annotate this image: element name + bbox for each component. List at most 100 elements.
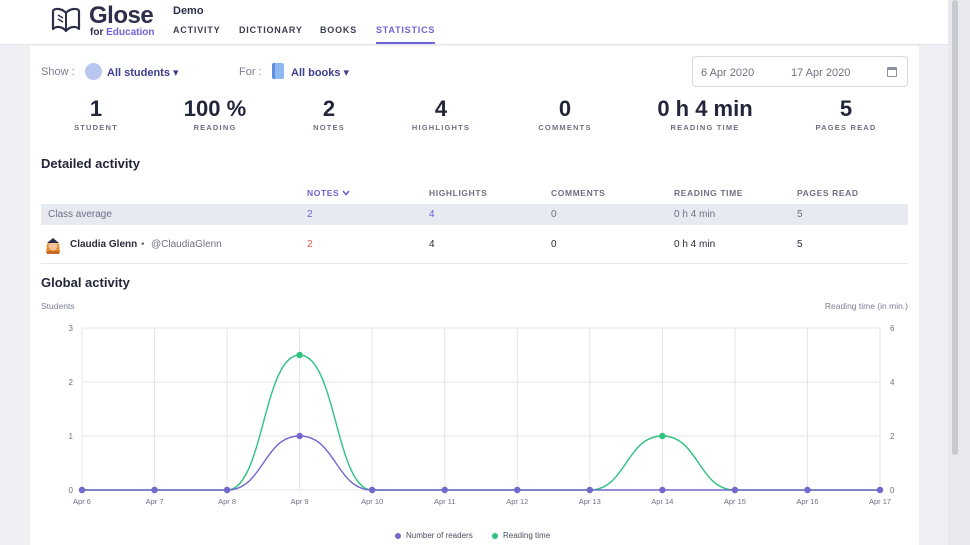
x-tick-label: Apr 9 bbox=[291, 497, 309, 506]
data-point-reading-time bbox=[659, 432, 666, 440]
x-tick-label: Apr 10 bbox=[361, 497, 383, 506]
legend-readers-label: Number of readers bbox=[406, 531, 473, 540]
books-filter-dropdown[interactable]: All books ▾ bbox=[291, 67, 350, 79]
data-point-readers bbox=[514, 486, 521, 494]
date-start[interactable]: 6 Apr 2020 bbox=[701, 67, 755, 79]
left-axis-label: Students bbox=[41, 301, 75, 311]
stat-highlights: 4 HIGHLIGHTS bbox=[381, 96, 501, 132]
y-tick-left: 1 bbox=[69, 432, 74, 441]
data-point-readers bbox=[731, 486, 739, 494]
date-end[interactable]: 17 Apr 2020 bbox=[791, 67, 851, 79]
top-header: Glose for Education Demo ACTIVITY DICTIO… bbox=[0, 0, 948, 45]
students-filter-dropdown[interactable]: All students ▾ bbox=[107, 67, 179, 79]
tab-statistics[interactable]: STATISTICS bbox=[376, 25, 436, 44]
x-tick-label: Apr 16 bbox=[796, 497, 818, 506]
data-point-readers bbox=[151, 486, 158, 494]
stat-value: 1 bbox=[89, 96, 103, 121]
class-average-row bbox=[41, 204, 908, 225]
data-point-readers bbox=[78, 486, 86, 494]
student-name[interactable]: Claudia Glenn bbox=[70, 239, 138, 250]
data-point-readers bbox=[368, 486, 376, 494]
data-point-readers bbox=[296, 432, 303, 440]
stat-value: 5 bbox=[839, 96, 853, 121]
student-avatar[interactable] bbox=[44, 235, 62, 255]
y-tick-right: 0 bbox=[890, 486, 895, 495]
x-tick-label: Apr 14 bbox=[651, 497, 673, 506]
class-name[interactable]: Demo bbox=[173, 5, 204, 17]
column-notes-header[interactable]: NOTES bbox=[307, 188, 350, 198]
stat-value: 4 bbox=[434, 96, 448, 121]
x-tick-label: Apr 13 bbox=[579, 497, 601, 506]
tab-books[interactable]: BOOKS bbox=[320, 25, 358, 35]
legend-reading-time[interactable]: Reading time bbox=[492, 531, 550, 540]
x-tick-label: Apr 7 bbox=[146, 497, 164, 506]
stat-pages-read: 5 PAGES READ bbox=[786, 96, 906, 132]
y-tick-left: 0 bbox=[69, 486, 74, 495]
legend-readers[interactable]: Number of readers bbox=[395, 531, 473, 540]
book-heart-icon bbox=[51, 7, 81, 33]
stat-value: 2 bbox=[322, 96, 336, 121]
show-label: Show : bbox=[41, 66, 75, 78]
class-average-label: Class average bbox=[48, 209, 112, 220]
chevron-down-icon bbox=[342, 190, 350, 196]
logo-title: Glose bbox=[89, 2, 154, 29]
x-tick-label: Apr 15 bbox=[724, 497, 746, 506]
date-range-picker[interactable]: 6 Apr 2020 17 Apr 2020 bbox=[692, 56, 908, 87]
student-notes[interactable]: 2 bbox=[307, 239, 313, 250]
stat-label: STUDENT bbox=[74, 123, 118, 132]
data-point-readers bbox=[441, 486, 448, 494]
series-line-reading-time bbox=[82, 354, 880, 491]
student-separator: • bbox=[141, 239, 145, 250]
student-reading-time: 0 h 4 min bbox=[674, 239, 716, 250]
stat-students: 1 STUDENT bbox=[36, 96, 156, 132]
column-highlights-header[interactable]: HIGHLIGHTS bbox=[429, 188, 488, 198]
x-tick-label: Apr 12 bbox=[506, 497, 528, 506]
logo-for: for bbox=[90, 27, 104, 38]
data-point-readers bbox=[586, 486, 594, 494]
stat-value: 0 h 4 min bbox=[657, 96, 753, 121]
global-activity-title: Global activity bbox=[41, 275, 130, 290]
column-notes-label: NOTES bbox=[307, 188, 340, 198]
data-point-readers bbox=[876, 486, 884, 494]
stat-comments: 0 COMMENTS bbox=[505, 96, 625, 132]
detailed-activity-title: Detailed activity bbox=[41, 156, 140, 171]
stat-label: READING bbox=[193, 123, 237, 132]
tab-dictionary[interactable]: DICTIONARY bbox=[239, 25, 303, 35]
student-pages: 5 bbox=[797, 239, 803, 250]
class-average-comments: 0 bbox=[551, 209, 557, 220]
y-tick-right: 6 bbox=[890, 324, 895, 333]
data-point-readers bbox=[804, 486, 811, 494]
statistics-card: Show : All students ▾ For : All books ▾ … bbox=[30, 46, 919, 545]
student-highlights: 4 bbox=[429, 239, 435, 250]
stat-label: NOTES bbox=[313, 123, 345, 132]
scrollbar-thumb[interactable] bbox=[952, 0, 958, 455]
data-point-readers bbox=[223, 486, 231, 494]
student-handle: @ClaudiaGlenn bbox=[151, 239, 222, 250]
class-average-pages: 5 bbox=[797, 209, 803, 220]
column-comments-header[interactable]: COMMENTS bbox=[551, 188, 606, 198]
logo-subtitle: for Education bbox=[90, 27, 154, 38]
x-tick-label: Apr 11 bbox=[434, 497, 456, 506]
data-point-reading-time bbox=[296, 351, 303, 359]
class-average-notes: 2 bbox=[307, 209, 313, 220]
legend-readers-dot bbox=[395, 532, 401, 539]
students-group-icon bbox=[85, 63, 102, 80]
calendar-icon[interactable] bbox=[887, 67, 897, 77]
stat-label: PAGES READ bbox=[815, 123, 877, 132]
stat-reading: 100 % READING bbox=[155, 96, 275, 132]
series-line-readers bbox=[82, 435, 880, 491]
column-reading-time-header[interactable]: READING TIME bbox=[674, 188, 744, 198]
y-tick-left: 2 bbox=[69, 378, 74, 387]
logo-education: Education bbox=[106, 27, 155, 38]
glose-logo[interactable]: Glose for Education bbox=[50, 2, 160, 42]
stat-value: 100 % bbox=[183, 96, 247, 121]
y-tick-right: 2 bbox=[890, 432, 895, 441]
column-pages-read-header[interactable]: PAGES READ bbox=[797, 188, 859, 198]
x-tick-label: Apr 6 bbox=[73, 497, 91, 506]
x-tick-label: Apr 17 bbox=[869, 497, 891, 506]
data-point-readers bbox=[659, 486, 666, 494]
tab-activity[interactable]: ACTIVITY bbox=[173, 25, 221, 35]
class-average-highlights: 4 bbox=[429, 209, 435, 220]
global-activity-chart: 0 0 1 2 2 4 3 6 Apr 6 Apr 7 Apr 8 Apr 9 Apr 10 Apr 11… bbox=[69, 324, 895, 506]
row-divider bbox=[41, 263, 908, 264]
